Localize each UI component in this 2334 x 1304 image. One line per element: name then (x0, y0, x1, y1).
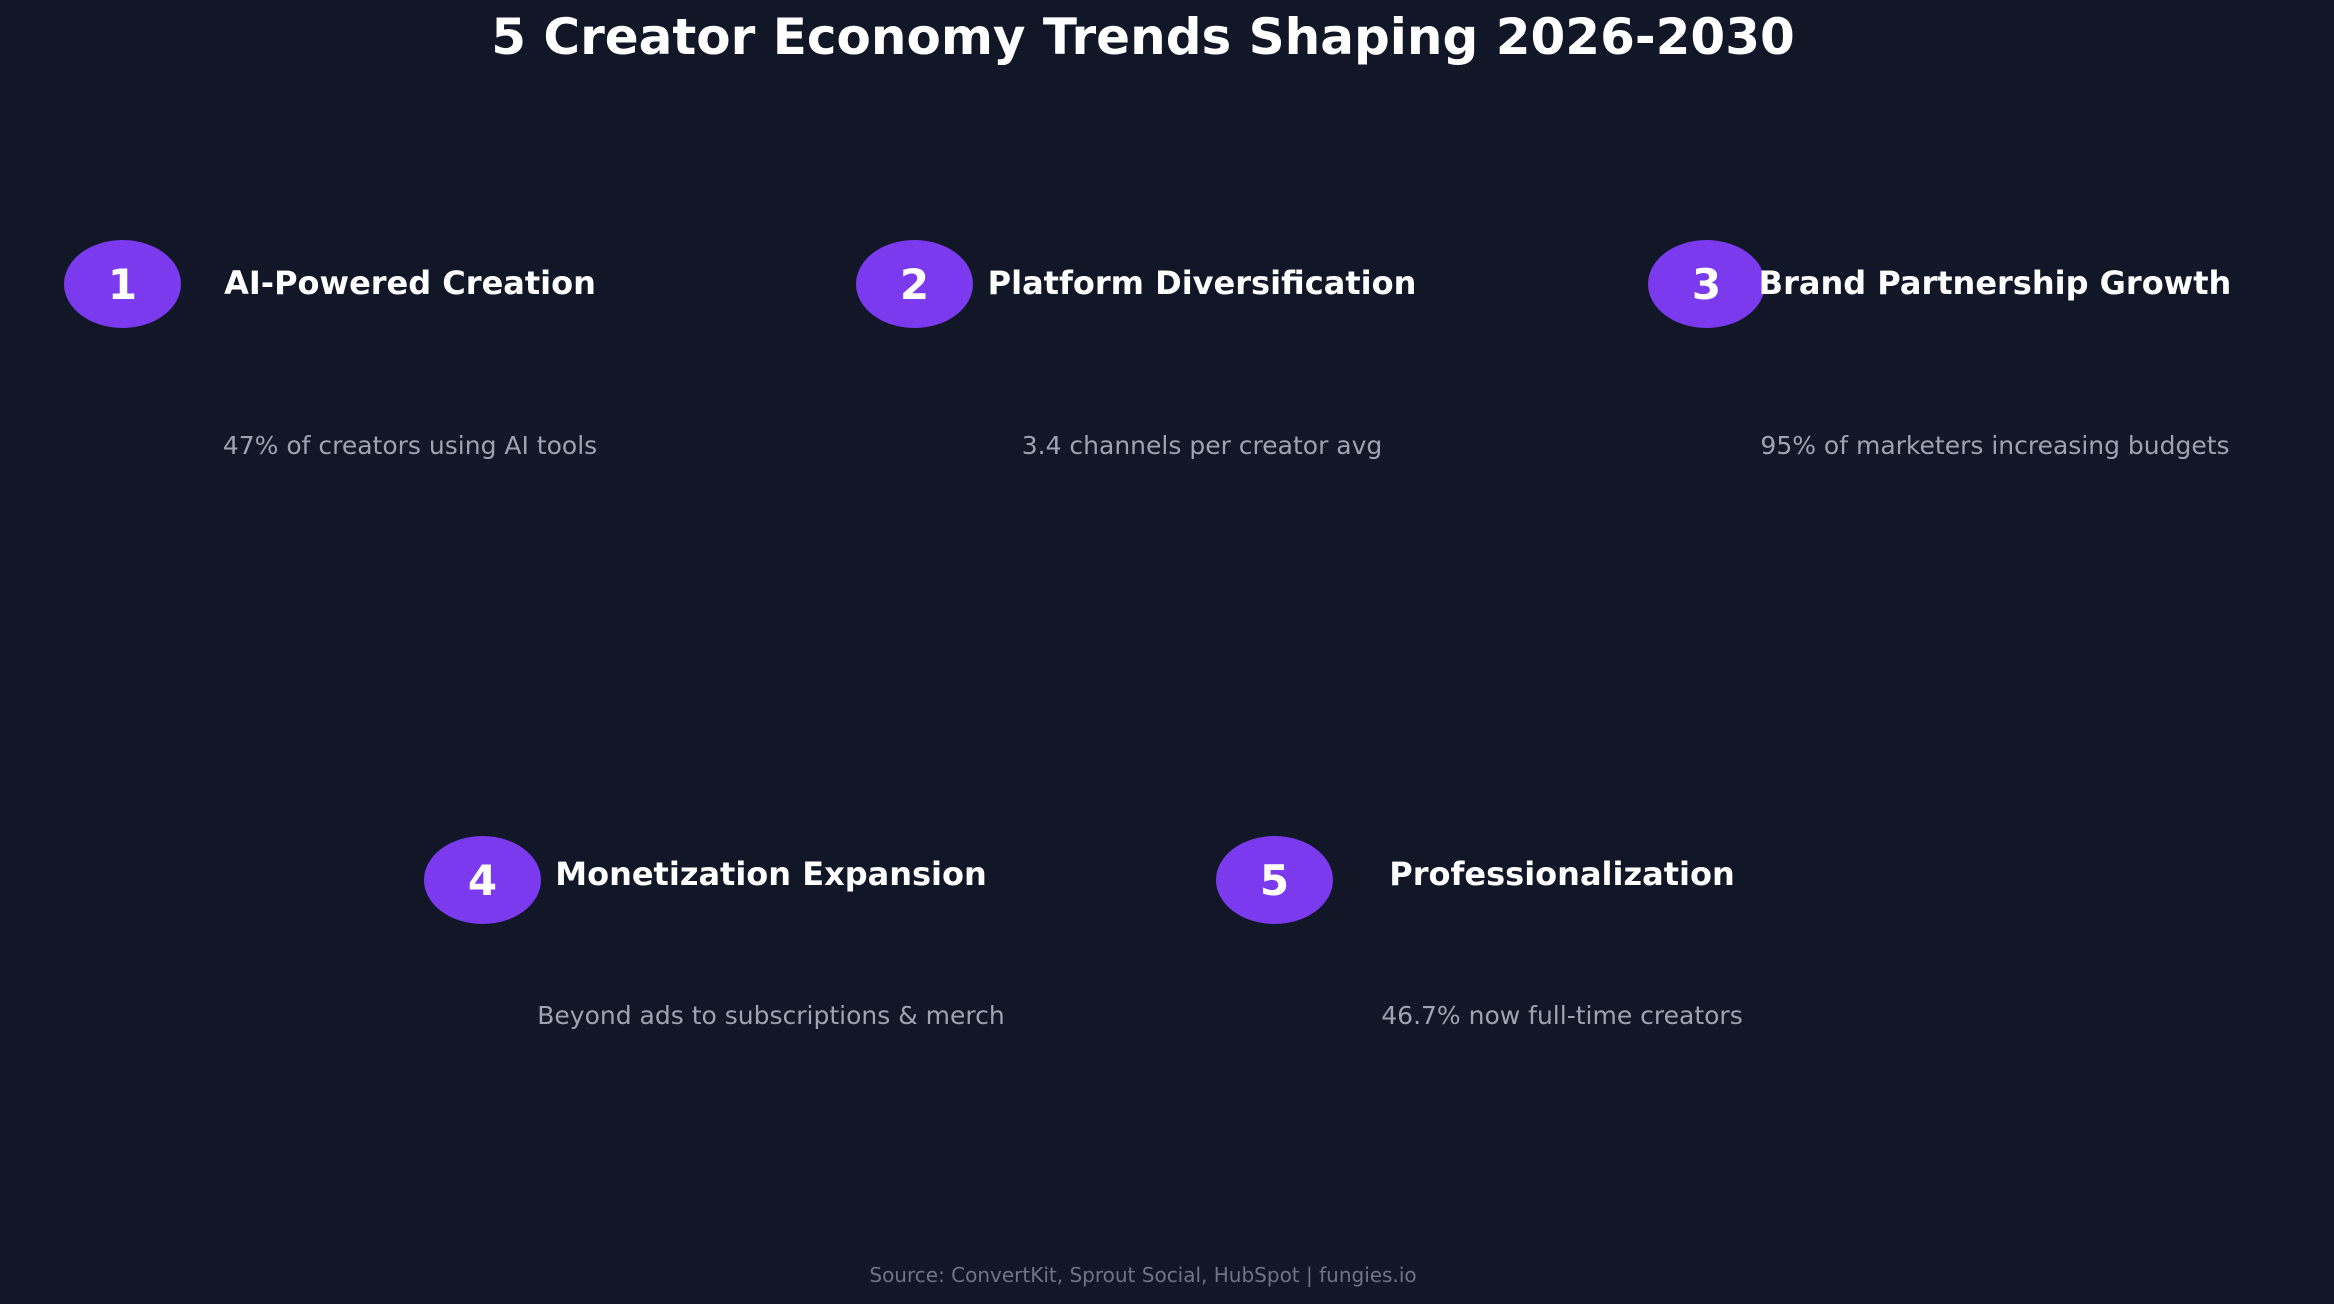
trend-stat: Beyond ads to subscriptions & merch (537, 1001, 1005, 1030)
trend-stat: 95% of marketers increasing budgets (1760, 431, 2230, 460)
page-title: 5 Creator Economy Trends Shaping 2026-20… (491, 8, 1795, 66)
trend-stat: 3.4 channels per creator avg (1021, 431, 1383, 460)
trend-title: Platform Diversification (987, 264, 1417, 302)
trend-title: AI-Powered Creation (224, 264, 596, 302)
trend-number-badge: 4 (424, 836, 541, 924)
trend-number-badge: 1 (64, 240, 181, 328)
trend-number-badge: 3 (1648, 240, 1765, 328)
trend-stat: 46.7% now full-time creators (1381, 1001, 1743, 1030)
trend-number-badge: 2 (856, 240, 973, 328)
trend-title: Professionalization (1389, 855, 1735, 893)
trend-title: Monetization Expansion (555, 855, 987, 893)
source-note: Source: ConvertKit, Sprout Social, HubSp… (869, 1263, 1417, 1287)
trend-stat: 47% of creators using AI tools (222, 431, 598, 460)
trend-number-badge: 5 (1216, 836, 1333, 924)
trend-title: Brand Partnership Growth (1758, 264, 2232, 302)
